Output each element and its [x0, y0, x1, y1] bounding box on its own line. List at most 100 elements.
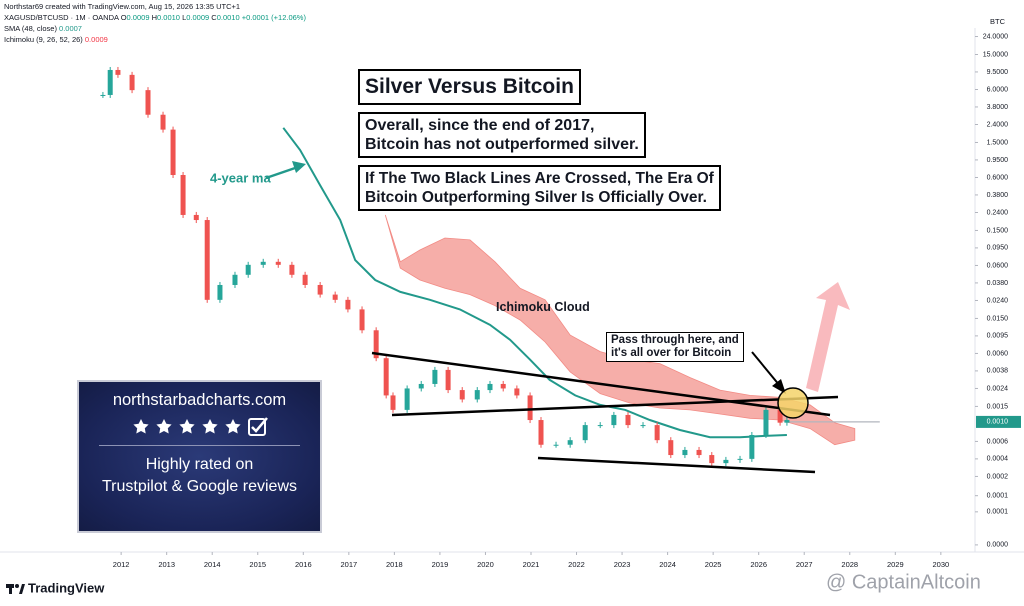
candle	[487, 383, 493, 391]
ohlc-key: H	[151, 13, 158, 22]
x-tick-label: 2025	[705, 560, 722, 569]
sma-legend: SMA (48, close) 0.0007	[4, 24, 82, 34]
footer-brand: TradingView	[28, 580, 105, 595]
candle	[611, 414, 617, 426]
y-tick-label: 0.1500	[987, 227, 1009, 234]
x-tick-label: 2024	[659, 560, 676, 569]
ma-label: 4-year ma	[210, 170, 271, 185]
y-tick-label: 0.0060	[987, 350, 1009, 357]
last-price-label: 0.0010	[987, 419, 1009, 426]
candle	[418, 383, 424, 389]
candle	[193, 214, 199, 221]
candle	[217, 284, 223, 300]
candle	[390, 395, 396, 410]
up-arrow	[806, 282, 850, 392]
y-tick-label: 0.2400	[987, 209, 1009, 216]
candle	[432, 369, 438, 384]
candle	[160, 114, 166, 130]
candle	[289, 264, 295, 275]
trend-line	[537, 456, 816, 474]
y-tick-label: 0.0038	[987, 368, 1009, 375]
callout-arrow-head	[772, 379, 786, 394]
note-line: Bitcoin has not outperformed silver.	[365, 136, 639, 153]
candle	[749, 434, 755, 459]
y-tick-label: 2.4000	[987, 121, 1009, 128]
candle	[129, 74, 135, 91]
y-tick-label: 0.0600	[987, 262, 1009, 269]
y-tick-label: 0.0006	[987, 438, 1009, 445]
callout-line: it's all over for Bitcoin	[611, 347, 732, 359]
candle	[170, 129, 176, 176]
candle	[359, 309, 365, 331]
y-tick-label: 0.9500	[987, 157, 1009, 164]
x-tick-label: 2015	[249, 560, 266, 569]
candle	[317, 284, 323, 295]
candle	[668, 440, 674, 456]
candle	[696, 449, 702, 456]
watermark: @ CaptainAltcoin	[826, 571, 981, 593]
ma-arrow	[265, 165, 299, 180]
y-tick-label: 0.0015	[987, 403, 1009, 410]
ohlc-key: C	[211, 13, 217, 22]
candle	[474, 390, 480, 400]
attribution: Northstar69 created with TradingView.com…	[4, 2, 241, 11]
ohlc-value: 0.0009	[186, 13, 210, 22]
ohlc-value: 0.0010	[216, 13, 240, 22]
tradingview-logo	[6, 584, 25, 594]
candle	[640, 425, 646, 427]
symbol: XAGUSD/BTCUSD · 1M · OANDA	[4, 13, 119, 22]
trend-line	[371, 351, 831, 417]
ohlc-value: 0.0009	[126, 13, 150, 22]
indicator-value: 0.0007	[59, 24, 82, 33]
cloud-label: Ichimoku Cloud	[496, 300, 590, 314]
ichimoku-cloud	[384, 214, 856, 446]
last-price-tag	[976, 415, 1021, 428]
candle	[682, 449, 688, 456]
x-tick-label: 2030	[933, 560, 950, 569]
x-tick-label: 2012	[113, 560, 130, 569]
y-tick-label: 0.3800	[987, 192, 1009, 199]
x-tick-label: 2018	[386, 560, 403, 569]
indicator-value: 0.0009	[84, 35, 108, 44]
candle	[100, 94, 106, 96]
badge: northstarbadcharts.com Highly rated on T…	[77, 380, 322, 533]
candle	[553, 444, 559, 446]
candle	[784, 420, 790, 423]
ma-arrow-head	[292, 161, 306, 173]
candle	[514, 388, 520, 396]
candle	[345, 299, 351, 310]
callout-line: Pass through here, and	[611, 334, 739, 346]
x-tick-label: 2027	[796, 560, 813, 569]
candle	[654, 425, 660, 441]
x-tick-label: 2014	[204, 560, 221, 569]
candle	[625, 414, 631, 426]
change: +0.0001 (+12.06%)	[241, 13, 306, 22]
candle	[737, 458, 743, 460]
callout-arrow	[751, 351, 781, 387]
indicator-name: SMA (48, close)	[4, 24, 57, 33]
badge-site: northstarbadcharts.com	[112, 391, 287, 409]
y-tick-label: 0.0000	[987, 542, 1009, 549]
candle	[459, 390, 465, 400]
ohlc-value: 0.0010	[157, 13, 180, 22]
y-tick-label: 9.5000	[987, 69, 1009, 76]
candle	[332, 294, 338, 300]
candle	[204, 220, 210, 300]
sma-line	[282, 127, 787, 439]
badge-line: Trustpilot & Google reviews	[101, 478, 298, 495]
candle	[777, 409, 783, 423]
x-tick-label: 2016	[295, 560, 312, 569]
candle	[538, 420, 544, 445]
candle	[302, 274, 308, 285]
y-tick-label: 0.0150	[987, 315, 1009, 322]
note-line: Overall, since the end of 2017,	[365, 117, 595, 134]
note-line: If The Two Black Lines Are Crossed, The …	[365, 170, 714, 187]
y-tick-label: 3.8000	[987, 104, 1009, 111]
x-tick-label: 2023	[614, 560, 631, 569]
note-box: Overall, since the end of 2017, Bitcoin …	[358, 112, 646, 158]
candle	[597, 425, 603, 427]
candle	[709, 455, 715, 464]
candle	[383, 358, 389, 396]
